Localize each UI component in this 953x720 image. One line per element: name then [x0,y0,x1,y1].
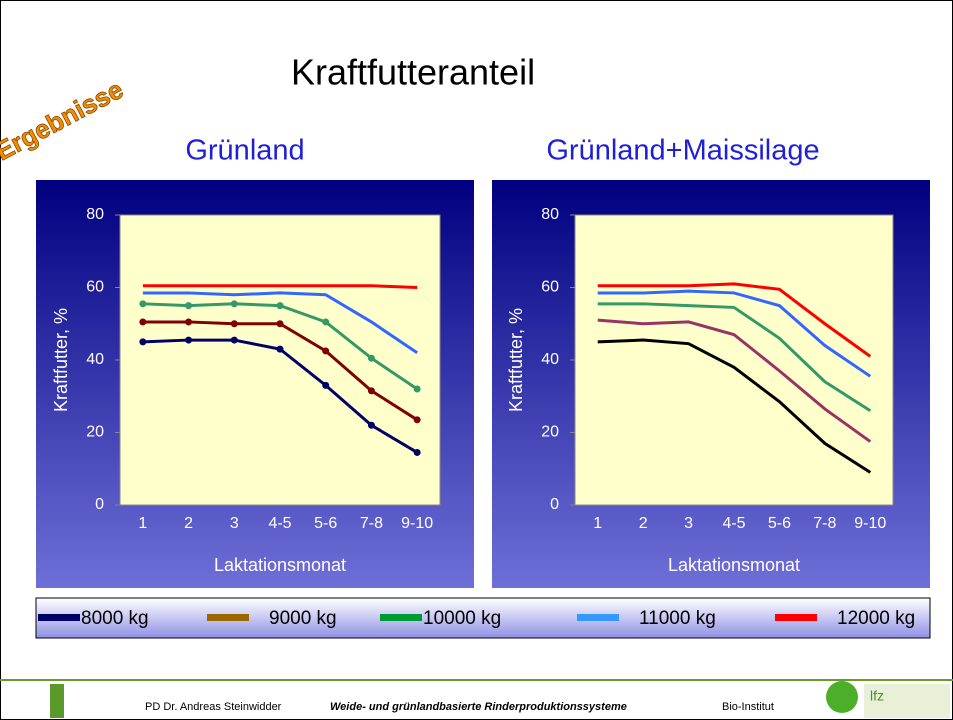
y-axis-label: Kraftfutter, % [506,308,526,412]
point [139,318,146,325]
footer-author: PD Dr. Andreas Steinwidder [145,701,282,713]
point [277,320,284,327]
plot-area [120,215,440,505]
x-tick-label: 2 [184,515,193,532]
footer-logo-left [50,684,64,718]
point [139,338,146,345]
point [368,422,375,429]
point [185,302,192,309]
point [368,387,375,394]
x-tick-label: 1 [593,515,602,532]
y-tick-label: 20 [541,424,559,441]
x-axis-label: Laktationsmonat [668,555,800,575]
point [139,300,146,307]
y-tick-label: 20 [86,424,104,441]
point [322,318,329,325]
x-tick-label: 3 [684,515,693,532]
footer-logo-circle [826,681,858,713]
point [414,416,421,423]
legend-label: 10000 kg [423,608,501,629]
legend-label: 11000 kg [639,608,716,629]
point [185,318,192,325]
x-tick-label: 5-6 [314,515,337,532]
point [277,346,284,353]
y-tick-label: 60 [86,279,104,296]
point [231,337,238,344]
point [277,302,284,309]
y-tick-label: 80 [86,206,104,223]
x-tick-label: 4-5 [268,515,291,532]
x-tick-label: 3 [230,515,239,532]
x-tick-label: 9-10 [401,515,433,532]
slide: Kraftfutteranteil Ergebnisse PD Dr. Andr… [0,0,953,720]
point [231,300,238,307]
x-axis-label: Laktationsmonat [214,555,346,575]
legend-swatch [380,614,422,621]
slide-title: Kraftfutteranteil [291,52,535,93]
x-tick-label: 5-6 [768,515,791,532]
point [185,337,192,344]
chart-title: Grünland [185,135,304,167]
footer-institute: Bio-Institut [722,701,774,713]
y-tick-label: 40 [86,351,104,368]
point [322,347,329,354]
point [368,355,375,362]
legend-swatch [38,614,80,621]
x-tick-label: 4-5 [722,515,745,532]
footer-logo: lfz [870,688,884,704]
legend-swatch [577,614,619,621]
y-tick-label: 40 [541,351,559,368]
y-tick-label: 0 [550,496,559,513]
legend-label: 9000 kg [269,608,337,629]
legend-label: 12000 kg [837,608,915,629]
y-tick-label: 0 [95,496,104,513]
footer-topic: Weide- und grünlandbasierte Rinderproduk… [330,701,627,713]
chart-title: Grünland+Maissilage [546,135,819,167]
legend-label: 8000 kg [81,608,149,629]
point [414,449,421,456]
x-tick-label: 1 [138,515,147,532]
x-tick-label: 9-10 [854,515,886,532]
point [414,386,421,393]
x-tick-label: 2 [639,515,648,532]
x-tick-label: 7-8 [360,515,383,532]
legend-swatch [207,614,249,621]
point [231,320,238,327]
point [322,382,329,389]
y-axis-label: Kraftfutter, % [51,308,71,412]
legend-swatch [775,614,817,621]
x-tick-label: 7-8 [813,515,836,532]
y-tick-label: 60 [541,279,559,296]
y-tick-label: 80 [541,206,559,223]
